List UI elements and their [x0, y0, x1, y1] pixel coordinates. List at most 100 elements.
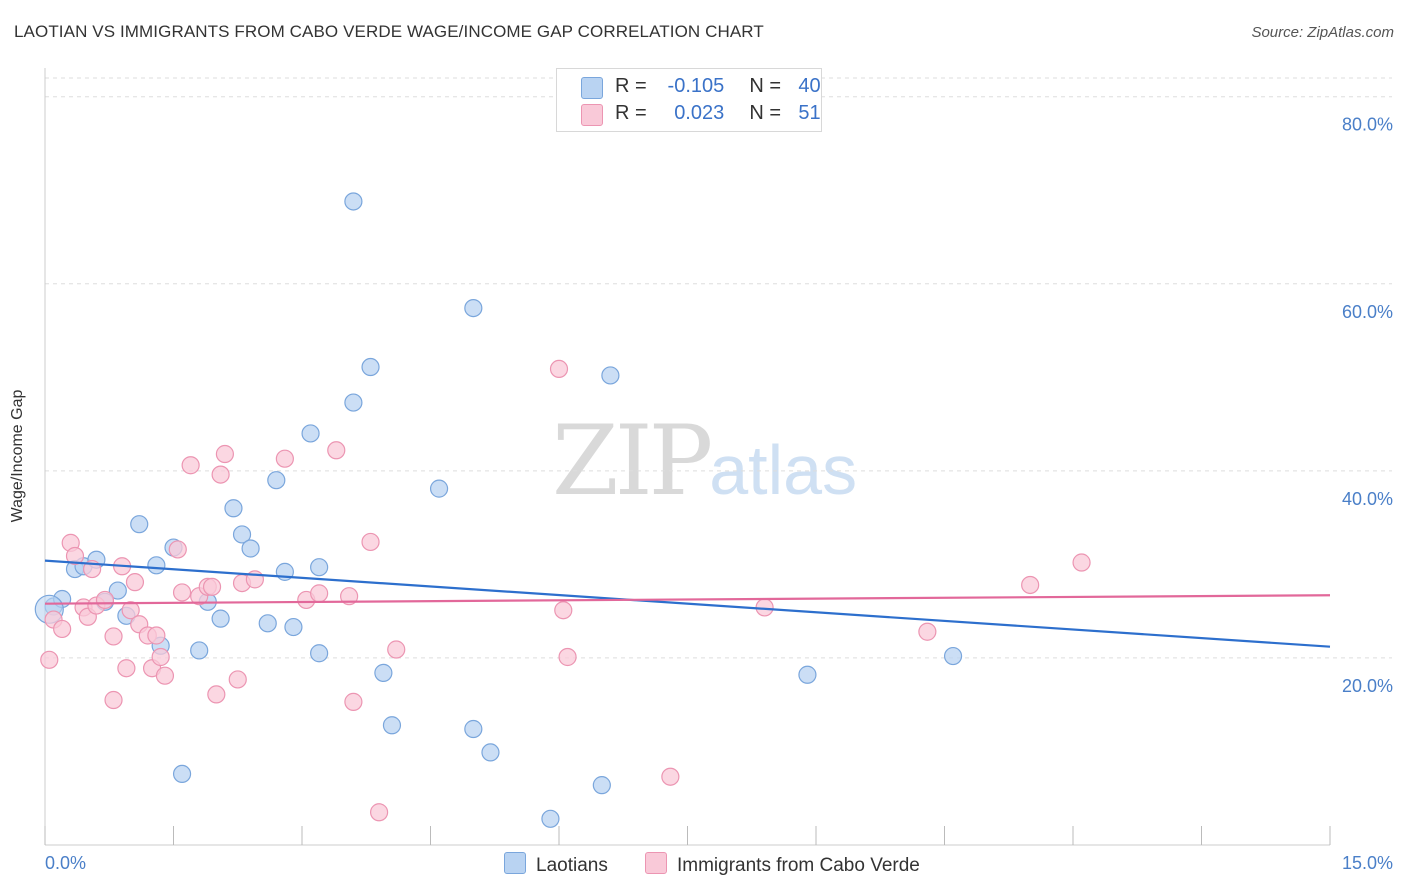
label-layer: 20.0% 40.0% 60.0% 80.0% 0.0% 15.0% — [45, 115, 1393, 873]
laotians-point — [464, 299, 483, 318]
laotians-point — [798, 665, 817, 684]
laotians-point — [232, 525, 252, 544]
cabo-verde-trend-line — [44, 594, 1331, 605]
laotians-point — [190, 641, 209, 660]
cabo-verde-point — [558, 647, 577, 667]
legend-stats-cabo-verde: R = 0.023 N = 51 — [615, 102, 821, 125]
y-tick-label: 40.0% — [1342, 489, 1393, 509]
bottom-legend-label-cabo-verde: Immigrants from Cabo Verde — [677, 855, 920, 876]
legend-n-value-cabo-verde: 51 — [798, 102, 821, 124]
watermark-zip: ZIP — [552, 405, 713, 517]
laotians-point — [301, 424, 320, 443]
watermark-atlas: atlas — [709, 431, 858, 509]
legend-stats-laotians: R = -0.105 N = 40 — [615, 75, 821, 98]
laotians-point — [284, 617, 303, 637]
cabo-verde-point — [554, 601, 573, 620]
cabo-verde-points — [40, 359, 1091, 822]
cabo-verde-point — [661, 767, 680, 786]
bottom-legend-swatch-pink — [645, 852, 667, 874]
laotians-points — [34, 192, 963, 828]
cabo-verde-point — [53, 619, 72, 639]
laotians-point — [481, 743, 500, 762]
cabo-verde-point — [310, 584, 329, 603]
bottom-legend-cabo-verde: Immigrants from Cabo Verde — [645, 852, 920, 877]
legend-swatch-pink — [581, 104, 603, 126]
laotians-point — [224, 499, 243, 518]
correlation-legend: R = -0.105 N = 40 R = 0.023 N = 51 — [556, 68, 822, 132]
cabo-verde-point — [1021, 575, 1040, 595]
laotians-point — [267, 471, 286, 490]
laotians-point — [374, 663, 393, 682]
laotians-point — [310, 644, 329, 663]
watermark: ZIPatlas — [552, 405, 857, 517]
laotians-point — [172, 764, 192, 784]
laotians-trend-line — [44, 559, 1331, 648]
laotians-point — [601, 366, 620, 385]
cabo-verde-point — [155, 666, 175, 685]
legend-n-value-laotians: 40 — [798, 75, 821, 97]
laotians-point — [382, 716, 402, 735]
legend-n-label: N = — [749, 75, 782, 97]
cabo-verde-point — [387, 640, 406, 659]
cabo-verde-point — [549, 359, 569, 378]
x-tick-label-min: 0.0% — [45, 853, 86, 873]
laotians-point — [541, 809, 560, 828]
y-tick-label: 80.0% — [1342, 115, 1393, 135]
cabo-verde-point — [228, 670, 247, 689]
legend-n-label: N = — [749, 102, 782, 124]
x-tick-label-max: 15.0% — [1342, 853, 1393, 873]
laotians-point — [592, 776, 611, 795]
cabo-verde-point — [370, 803, 389, 822]
legend-swatch-blue — [581, 77, 603, 99]
laotians-point — [361, 357, 380, 377]
laotians-point — [241, 539, 260, 558]
cabo-verde-point — [202, 577, 222, 596]
laotians-point — [344, 393, 363, 412]
legend-r-label: R = — [615, 102, 647, 124]
laotians-point — [258, 614, 277, 633]
source-label: Source: ZipAtlas.com — [1251, 24, 1394, 41]
legend-r-value-cabo-verde: 0.023 — [674, 102, 725, 124]
y-tick-label: 60.0% — [1342, 302, 1393, 322]
y-tick-label: 20.0% — [1342, 676, 1393, 696]
cabo-verde-point — [104, 690, 123, 710]
cabo-verde-point — [147, 626, 166, 645]
grid-layer — [45, 77, 1392, 659]
cabo-verde-point — [125, 573, 145, 592]
cabo-verde-point — [211, 465, 230, 484]
laotians-point — [464, 719, 483, 739]
cabo-verde-point — [121, 601, 140, 620]
cabo-verde-point — [104, 627, 123, 646]
cabo-verde-point — [117, 659, 136, 678]
cabo-verde-point — [151, 647, 170, 667]
bottom-legend-laotians: Laotians — [504, 852, 608, 877]
cabo-verde-point — [918, 622, 937, 641]
laotians-point — [943, 646, 963, 666]
cabo-verde-point — [215, 444, 234, 464]
laotians-point — [130, 515, 149, 534]
laotians-point — [147, 556, 166, 575]
laotians-point — [310, 558, 329, 577]
legend-r-value-laotians: -0.105 — [667, 75, 725, 97]
laotians-point — [429, 479, 449, 498]
laotians-point — [211, 609, 230, 628]
cabo-verde-point — [207, 685, 226, 704]
axis-layer — [44, 68, 1331, 846]
legend-r-label: R = — [615, 75, 647, 97]
cabo-verde-point — [95, 590, 115, 610]
cabo-verde-point — [340, 587, 359, 606]
cabo-verde-point — [168, 540, 187, 559]
laotians-point — [344, 192, 363, 211]
cabo-verde-point — [275, 449, 294, 468]
cabo-verde-point — [327, 441, 346, 460]
cabo-verde-point — [344, 692, 363, 711]
bottom-legend-swatch-blue — [504, 852, 526, 874]
bottom-legend-label-laotians: Laotians — [536, 855, 608, 876]
cabo-verde-point — [1072, 553, 1091, 572]
cabo-verde-point — [40, 650, 59, 669]
cabo-verde-point — [172, 583, 192, 602]
cabo-verde-point — [181, 456, 200, 475]
cabo-verde-point — [65, 546, 85, 566]
chart-title: LAOTIAN VS IMMIGRANTS FROM CABO VERDE WA… — [14, 22, 764, 41]
